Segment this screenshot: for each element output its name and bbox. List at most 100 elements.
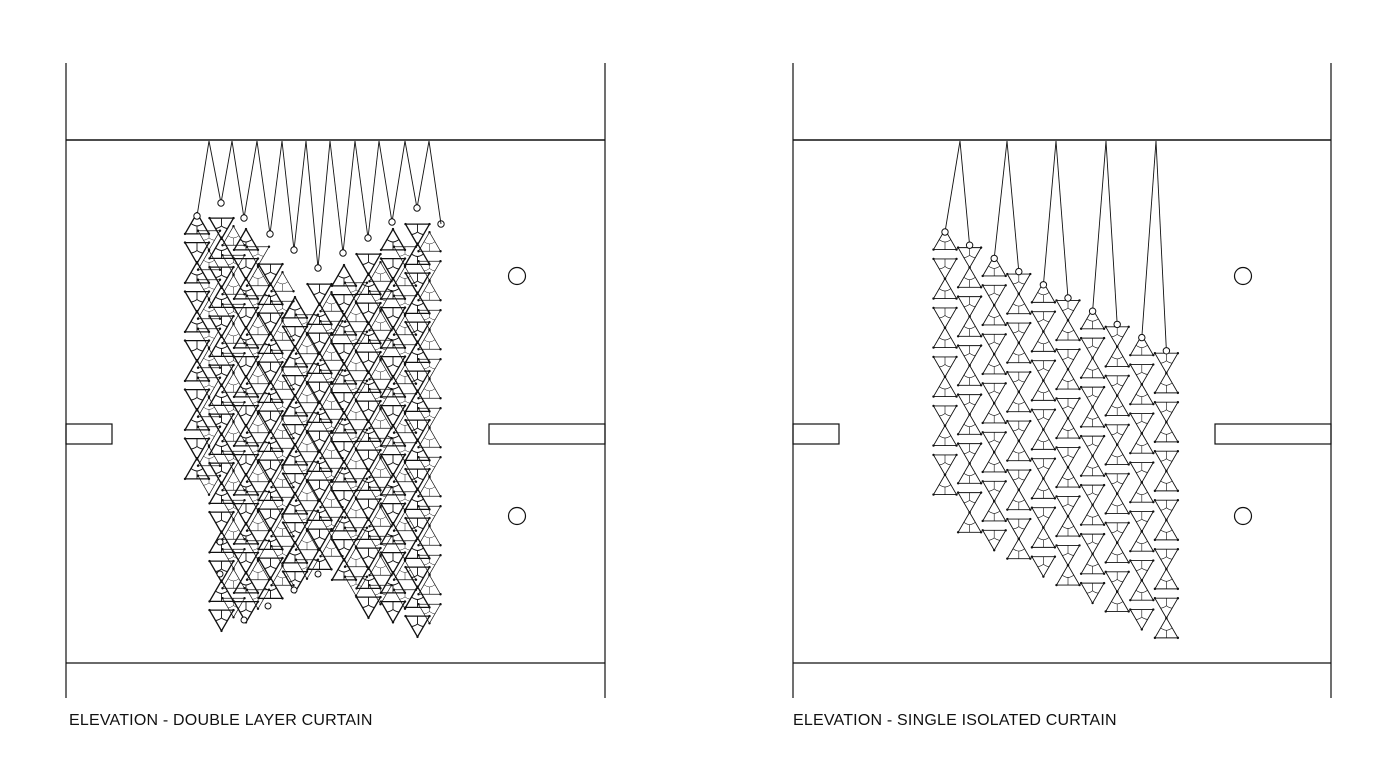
- curtain-module: [355, 468, 382, 492]
- curtain-module: [956, 246, 983, 269]
- curtain-module: [306, 449, 333, 473]
- curtain-module: [417, 309, 442, 331]
- curtain-module: [257, 331, 284, 355]
- curtain-module: [1030, 506, 1057, 529]
- curtain-module: [1030, 457, 1057, 480]
- curtain-module: [355, 321, 382, 345]
- curtain-module: [183, 456, 211, 481]
- hanging-node: [1015, 267, 1023, 276]
- hanging-node: [1138, 333, 1146, 342]
- suspension-cable: [329, 140, 344, 254]
- curtain-module: [355, 370, 382, 394]
- suspension-cable: [281, 140, 295, 251]
- curtain-module: [208, 510, 235, 535]
- hanging-node: [240, 214, 248, 222]
- curtain-module: [1079, 434, 1106, 458]
- curtain-module: [1104, 590, 1130, 613]
- curtain-module: [1153, 499, 1180, 522]
- curtain-module: [1079, 454, 1106, 477]
- curtain-module: [270, 564, 295, 587]
- curtain-module: [956, 315, 983, 338]
- curtain-module: [981, 333, 1007, 356]
- curtain-module: [355, 419, 382, 443]
- curtain-module: [1129, 412, 1155, 435]
- curtain-module: [956, 393, 983, 416]
- curtain-module: [956, 491, 983, 514]
- curtain-module: [981, 431, 1007, 454]
- curtain-module: [392, 363, 418, 385]
- curtain-module: [1006, 292, 1032, 315]
- curtain-module: [417, 407, 442, 429]
- curtain-module: [355, 272, 382, 296]
- curtain-module: [981, 352, 1007, 376]
- curtain-module: [1030, 428, 1057, 451]
- hanging-node: [339, 249, 347, 257]
- curtain-module: [330, 459, 358, 484]
- curtain-module: [404, 271, 431, 296]
- curtain-module: [281, 344, 309, 369]
- curtain-module: [270, 417, 295, 440]
- suspension-cable: [208, 140, 222, 204]
- curtain-module: [1153, 371, 1180, 395]
- curtain-module: [417, 377, 442, 400]
- suspension-cable: [231, 140, 245, 219]
- suspension-cable: [1042, 140, 1057, 285]
- curtain-module: [1104, 423, 1130, 446]
- curtain-module: [1006, 419, 1032, 443]
- suspension-cable: [944, 140, 961, 233]
- curtain-module: [404, 340, 431, 364]
- curtain-module: [245, 461, 271, 483]
- curtain-module: [355, 301, 382, 326]
- curtain-module: [1006, 537, 1032, 560]
- curtain-module: [196, 445, 222, 467]
- curtain-module: [1030, 379, 1057, 402]
- curtain-module: [1129, 579, 1155, 602]
- upper-fixture-circle: [507, 266, 527, 286]
- curtain-module: [1153, 469, 1180, 493]
- curtain-module: [232, 521, 260, 546]
- curtain-module: [1030, 526, 1057, 549]
- curtain-module: [404, 536, 431, 560]
- curtain-module: [956, 462, 983, 485]
- hanging-node: [240, 616, 248, 624]
- curtain-module: [355, 566, 382, 590]
- suspension-cable: [1141, 140, 1157, 338]
- curtain-module: [270, 515, 295, 538]
- curtain-module: [245, 510, 271, 532]
- hanging-node: [216, 538, 224, 546]
- curtain-module: [281, 423, 309, 447]
- curtain-module: [981, 480, 1007, 503]
- curtain-module: [1104, 443, 1130, 466]
- curtain-module: [379, 276, 407, 301]
- curtain-module: [417, 426, 442, 449]
- curtain-module: [368, 260, 393, 283]
- curtain-module: [932, 404, 958, 428]
- suspension-cable: [196, 140, 210, 217]
- curtain-module: [981, 284, 1007, 307]
- curtain-module: [1055, 318, 1081, 342]
- suspension-cable: [959, 140, 971, 246]
- curtain-module: [257, 478, 284, 502]
- curtain-module: [1030, 408, 1057, 431]
- curtain-module: [257, 282, 284, 306]
- curtain-module: [183, 260, 211, 285]
- curtain-module: [1079, 552, 1106, 575]
- curtain-module: [245, 314, 271, 336]
- curtain-module: [956, 413, 983, 436]
- curtain-module: [932, 375, 958, 398]
- suspension-cable: [220, 140, 233, 204]
- curtain-module: [232, 502, 260, 526]
- curtain-module: [379, 472, 407, 497]
- curtain-module: [956, 364, 983, 387]
- curtain-module: [232, 227, 260, 252]
- hanging-node: [1162, 347, 1171, 355]
- curtain-module: [1006, 439, 1032, 462]
- curtain-module: [1104, 394, 1130, 417]
- curtain-module: [294, 480, 320, 502]
- curtain-module: [183, 407, 211, 432]
- curtain-module: [1104, 521, 1130, 544]
- curtain-module: [1129, 432, 1155, 455]
- curtain-module: [294, 431, 320, 453]
- curtain-module: [379, 355, 407, 379]
